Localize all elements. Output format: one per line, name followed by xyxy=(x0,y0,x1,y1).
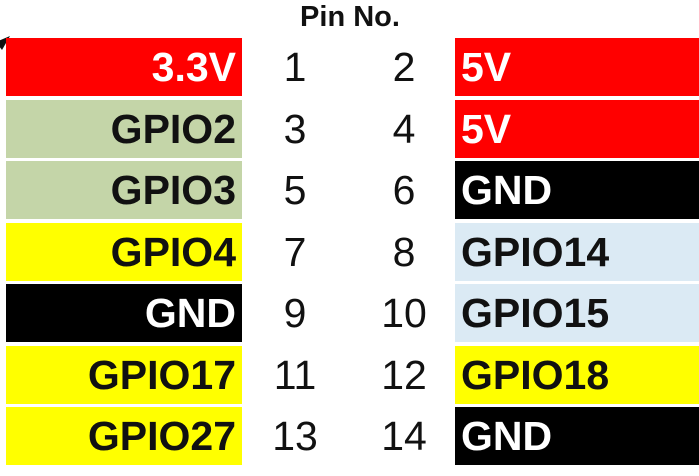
even-pin-number: 12 xyxy=(381,352,427,398)
right-pin-label: 5V xyxy=(455,100,699,158)
even-pin-number: 6 xyxy=(392,167,416,213)
right-pin-label: GND xyxy=(455,161,699,219)
even-pin-number: 8 xyxy=(392,229,416,275)
pin-row: 3.3V 1 2 5V xyxy=(0,38,699,96)
odd-pin-number: 1 xyxy=(283,44,307,90)
pin-row: GPIO4 7 8 GPIO14 xyxy=(0,223,699,281)
right-pin-label: GND xyxy=(455,407,699,465)
left-pin-label: 3.3V xyxy=(6,38,242,96)
left-pin-label: GND xyxy=(6,284,242,342)
even-pin-number: 10 xyxy=(381,290,427,336)
pin-row: GPIO27 13 14 GND xyxy=(0,407,699,465)
odd-pin-number: 9 xyxy=(283,290,307,336)
left-pin-label: GPIO4 xyxy=(6,223,242,281)
odd-pin-number: 3 xyxy=(283,106,307,152)
odd-pin-number: 11 xyxy=(273,352,317,398)
even-pin-number: 14 xyxy=(381,413,427,459)
pin-row: GND 9 10 GPIO15 xyxy=(0,284,699,342)
pin-row: GPIO3 5 6 GND xyxy=(0,161,699,219)
pin-row: GPIO2 3 4 5V xyxy=(0,100,699,158)
odd-pin-number: 13 xyxy=(272,413,318,459)
left-pin-label: GPIO27 xyxy=(6,407,242,465)
right-pin-label: GPIO14 xyxy=(455,223,699,281)
odd-pin-number: 7 xyxy=(283,229,307,275)
right-pin-label: 5V xyxy=(455,38,699,96)
left-pin-label: GPIO3 xyxy=(6,161,242,219)
left-pin-label: GPIO17 xyxy=(6,346,242,404)
left-pin-label: GPIO2 xyxy=(6,100,242,158)
even-pin-number: 4 xyxy=(392,106,416,152)
even-pin-number: 2 xyxy=(392,44,416,90)
odd-pin-number: 5 xyxy=(283,167,307,213)
pin-row: GPIO17 11 12 GPIO18 xyxy=(0,346,699,404)
pin-number-header: Pin No. xyxy=(300,1,400,33)
right-pin-label: GPIO18 xyxy=(455,346,699,404)
right-pin-label: GPIO15 xyxy=(455,284,699,342)
